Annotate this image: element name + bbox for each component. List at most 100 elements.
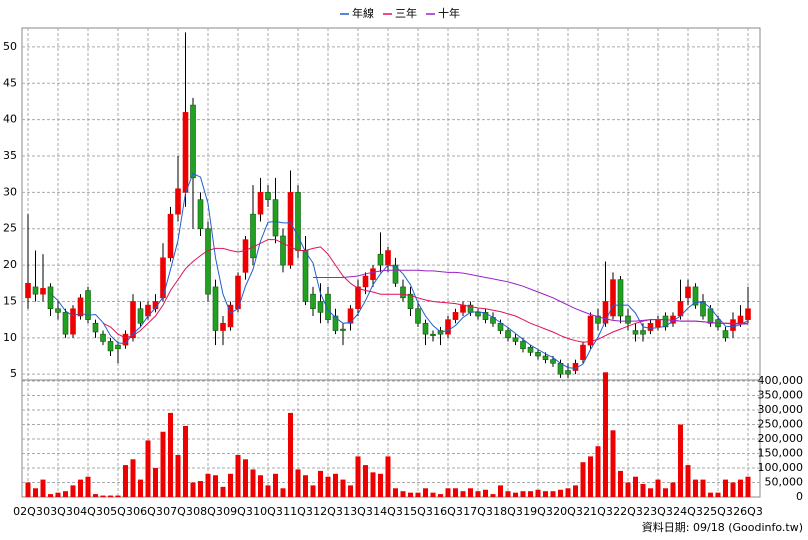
volume-bar <box>655 479 661 497</box>
candle-body <box>422 322 429 335</box>
volume-bar <box>648 488 653 497</box>
volume-bar <box>490 494 496 497</box>
candle-body <box>362 275 369 288</box>
x-tick-label: 02Q3 <box>13 505 43 518</box>
volume-bar <box>453 488 458 497</box>
volume-bar <box>25 482 31 497</box>
y-tick-label: 20 <box>3 258 17 271</box>
x-tick-label: 10Q3 <box>253 505 283 518</box>
candle-body <box>205 228 211 295</box>
plot-frame <box>21 27 761 498</box>
volume-bar <box>438 494 443 497</box>
volume-bar <box>363 465 368 497</box>
candle-body <box>625 315 631 324</box>
volume-bar <box>340 479 346 497</box>
volume-bar <box>573 485 578 497</box>
volume-bar <box>745 476 751 497</box>
volume-bar <box>325 476 331 497</box>
candle-body <box>175 188 181 215</box>
volume-bar <box>723 479 728 497</box>
x-tick-label: 08Q3 <box>193 505 223 518</box>
candle-body <box>182 112 189 193</box>
x-tick-label: 21Q3 <box>583 505 613 518</box>
candle-body <box>557 362 564 375</box>
volume-bar <box>685 465 691 497</box>
y2-tick-label: 100,000 <box>758 461 804 474</box>
candle-body <box>662 315 669 328</box>
volume-bar <box>520 491 526 497</box>
volume-bar <box>138 479 143 497</box>
candle-body <box>257 192 264 215</box>
candle-body <box>280 235 286 266</box>
volume-bar <box>258 475 263 497</box>
y-tick-label: 5 <box>10 367 17 380</box>
candle-body <box>302 250 309 302</box>
volume-bar <box>730 482 736 497</box>
volume-bar <box>288 412 293 497</box>
x-tick-label: 12Q3 <box>313 505 343 518</box>
volume-bar <box>670 482 676 497</box>
candle-body <box>527 346 534 353</box>
candle-body <box>62 312 69 335</box>
volume-bar <box>108 495 113 497</box>
candle-body <box>355 286 361 310</box>
volume-bar <box>220 486 226 497</box>
volume-bar <box>48 494 53 497</box>
candle-body <box>587 315 594 346</box>
candle-body <box>400 286 406 299</box>
y-tick-label: 45 <box>3 76 17 89</box>
volume-bar <box>430 492 436 497</box>
candle-body <box>55 308 61 313</box>
candle-body <box>47 286 54 310</box>
volume-bar <box>393 488 398 497</box>
candle-body <box>617 279 624 317</box>
candle-body <box>745 308 751 320</box>
x-tick-label: 05Q3 <box>103 505 133 518</box>
candle-body <box>347 308 354 324</box>
candle-body <box>115 344 121 350</box>
volume-bar <box>415 492 421 497</box>
volume-bar <box>33 488 38 497</box>
candle-body <box>550 359 556 364</box>
candle-body <box>242 239 249 273</box>
candle-body <box>100 333 106 342</box>
candle-body <box>250 213 256 259</box>
y-tick-label: 25 <box>3 222 17 235</box>
volume-bar <box>663 488 668 497</box>
volume-bar <box>78 479 83 497</box>
volume-bar <box>243 459 248 497</box>
volume-bar <box>400 491 406 497</box>
candle-body <box>227 304 234 328</box>
candle-body <box>595 315 601 324</box>
y2-tick-label: 150,000 <box>758 447 804 460</box>
legend-label: 年線 <box>352 6 374 20</box>
candle-body <box>25 282 31 299</box>
candle-body <box>407 293 414 310</box>
candle-body <box>265 192 271 200</box>
volume-bar <box>460 491 466 497</box>
candle-body <box>580 344 586 360</box>
volume-bar <box>190 482 196 497</box>
x-tick-label: 25Q3 <box>703 505 733 518</box>
y2-tick-label: 250,000 <box>758 418 804 431</box>
footer: 資料日期: 09/18 (Goodinfo.tw) <box>642 520 803 534</box>
y2-tick-label: 400,000 <box>758 374 804 387</box>
candle-body <box>212 286 219 331</box>
candle-body <box>497 322 504 331</box>
volume-bar <box>228 473 233 497</box>
candle-body <box>70 308 76 335</box>
volume-bar <box>295 469 301 497</box>
volume-bar <box>273 473 278 497</box>
volume-bar <box>40 479 46 497</box>
y2-tick-label: 200,000 <box>758 432 804 445</box>
x-tick-label: 07Q3 <box>163 505 193 518</box>
candle-body <box>32 286 39 295</box>
candle-body <box>392 264 399 284</box>
candle-body <box>535 352 541 357</box>
candle-body <box>40 288 46 295</box>
x-tick-label: 16Q3 <box>433 505 463 518</box>
volume-bar <box>100 495 106 497</box>
candle-body <box>340 328 346 331</box>
volume-bar <box>235 454 241 497</box>
x-tick-label: 11Q3 <box>283 505 313 518</box>
